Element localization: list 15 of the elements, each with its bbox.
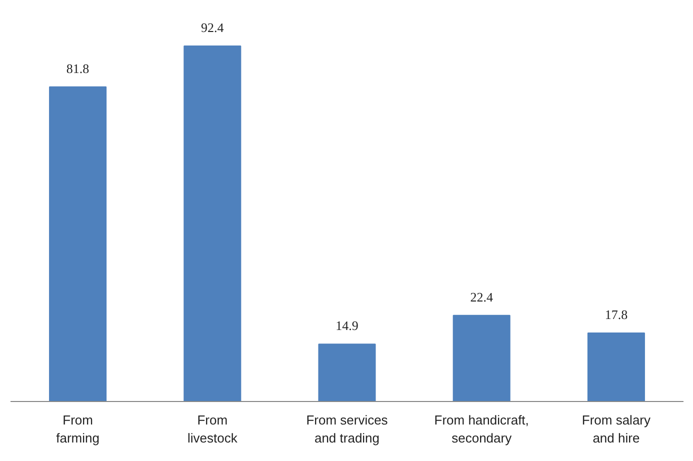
bar	[587, 332, 645, 402]
bar	[318, 344, 376, 402]
x-tick-label: From salary and hire	[582, 412, 652, 446]
data-label: 17.8	[604, 307, 628, 322]
bar	[452, 314, 510, 402]
data-label: 14.9	[336, 318, 358, 334]
data-label: 81.8	[66, 60, 90, 76]
x-tick-label: From handicraft, secondary	[434, 412, 529, 446]
x-tick-label: From services and trading	[306, 412, 388, 446]
data-label: 92.4	[201, 20, 224, 36]
data-label: 22.4	[470, 289, 494, 304]
x-tick-label: From livestock	[187, 412, 238, 446]
bar	[49, 86, 107, 402]
bar	[184, 46, 242, 402]
x-tick-label: From farming	[56, 412, 100, 446]
